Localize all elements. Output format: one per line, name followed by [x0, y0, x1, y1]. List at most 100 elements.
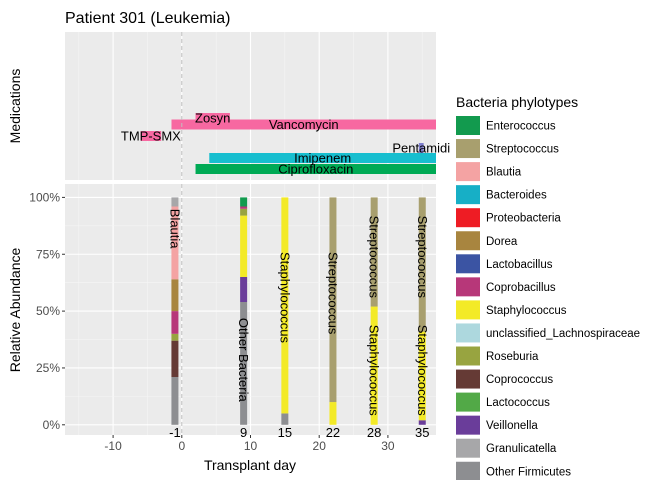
sample-day-label: 28 — [367, 425, 381, 440]
legend-swatch — [456, 392, 480, 412]
y-tick-label: 25% — [36, 361, 60, 375]
medication-bar — [195, 113, 230, 123]
legend-label: Streptococcus — [486, 144, 559, 156]
bar-label: Other Bacteria — [236, 318, 251, 403]
abundance-bars — [171, 197, 426, 425]
abundance-segment — [171, 333, 179, 341]
legend-swatch — [456, 277, 480, 297]
abundance-y-ticks: 0% 25% 50% 75% 100% — [29, 190, 65, 432]
legend-label: Staphylococcus — [486, 305, 567, 317]
medications-axis-title: Medications — [7, 69, 23, 144]
legend-label: Other Firmicutes — [486, 466, 571, 478]
legend-swatch — [456, 461, 480, 480]
abundance-segment — [240, 197, 248, 207]
bar-label: Staphylococcus — [367, 325, 382, 417]
sample-day-label: 22 — [326, 425, 340, 440]
abundance-segment — [171, 340, 179, 378]
legend-label: Enterococcus — [486, 121, 556, 133]
medication-bar — [171, 119, 437, 130]
legend-swatch — [456, 162, 480, 182]
medication-bar — [195, 164, 436, 174]
legend-label: Dorea — [486, 236, 518, 248]
abundance-segment — [418, 420, 426, 425]
sample-day-label: 9 — [240, 425, 247, 440]
chart-title: Patient 301 (Leukemia) — [65, 10, 230, 27]
medication-bar — [418, 143, 424, 153]
legend-label: Coprobacillus — [486, 282, 556, 294]
abundance-segment — [171, 197, 179, 207]
legend-swatch — [456, 185, 480, 205]
legend-label: Veillonella — [486, 420, 538, 432]
legend-swatch — [456, 415, 480, 435]
legend: Enterococcus Streptococcus Blautia Bacteroi… — [456, 116, 640, 480]
abundance-segment — [240, 215, 248, 277]
legend-label: Bacteroides — [486, 190, 547, 202]
y-tick-label: 50% — [36, 304, 60, 318]
sample-day-label: -1 — [169, 425, 181, 440]
sample-day-label: 35 — [415, 425, 429, 440]
abundance-segment — [418, 331, 426, 421]
abundance-segment — [240, 302, 248, 425]
abundance-segment — [281, 413, 289, 425]
legend-swatch — [456, 438, 480, 458]
legend-label: Granulicatella — [486, 443, 557, 455]
legend-label: Coprococcus — [486, 374, 553, 386]
legend-swatch — [456, 254, 480, 274]
sample-day-label: 15 — [278, 425, 292, 440]
x-axis-title: Transplant day — [204, 457, 296, 473]
medication-bar — [140, 131, 162, 141]
legend-swatch — [456, 139, 480, 159]
y-tick-label: 75% — [36, 247, 60, 261]
x-axis-ticks: -10 0 10 20 30 — [104, 435, 395, 453]
abundance-axis-title: Relative Abundance — [7, 248, 23, 373]
legend-swatch — [456, 346, 480, 366]
abundance-segment — [329, 197, 337, 403]
abundance-segment — [240, 206, 248, 209]
legend-title: Bacteria phylotypes — [456, 94, 578, 110]
abundance-segment — [370, 306, 378, 425]
medication-label: Zosyn — [195, 111, 230, 126]
x-tick-label: 10 — [244, 439, 258, 453]
legend-swatch — [456, 231, 480, 251]
legend-label: Blautia — [486, 167, 522, 179]
medication-label: TMP-SMX — [121, 129, 181, 144]
y-tick-label: 0% — [43, 418, 61, 432]
abundance-bar-labels: Blautia Other Bacteria Staphylococcus Strep… — [167, 209, 429, 417]
sample-day-labels: -1 9 15 22 28 35 — [169, 425, 429, 440]
abundance-segment — [240, 208, 248, 216]
legend-label: Lactococcus — [486, 397, 550, 409]
legend-swatch — [456, 369, 480, 389]
legend-swatch — [456, 208, 480, 228]
medication-label: Ciprofloxacin — [278, 162, 353, 177]
bar-label: Staphylococcus — [277, 252, 292, 344]
abundance-segment — [370, 197, 378, 307]
bar-label: Blautia — [167, 209, 182, 250]
bar-label: Streptococcus — [415, 216, 430, 299]
abundance-segment — [281, 197, 289, 414]
x-tick-label: 20 — [313, 439, 327, 453]
abundance-segment — [171, 279, 179, 312]
abundance-segment — [171, 206, 179, 280]
medication-bar — [209, 153, 436, 163]
bar-label: Staphylococcus — [415, 325, 430, 417]
legend-swatch — [456, 323, 480, 343]
legend-swatch — [456, 300, 480, 320]
y-tick-label: 100% — [29, 190, 60, 204]
x-tick-label: -10 — [104, 439, 122, 453]
bar-label: Streptococcus — [367, 216, 382, 299]
bar-label: Streptococcus — [325, 252, 340, 335]
medication-label: Vancomycin — [269, 117, 339, 132]
abundance-segment — [418, 197, 426, 332]
legend-swatch — [456, 116, 480, 135]
medication-label: Imipenem — [294, 151, 351, 166]
x-tick-label: 0 — [178, 439, 185, 453]
medication-label: Pentamidi — [392, 141, 450, 156]
abundance-segment — [171, 311, 179, 334]
legend-label: unclassified_Lachnospiraceae — [486, 328, 640, 340]
medications-bars: Zosyn Vancomycin TMP-SMX Pentamidi ImipenemC… — [121, 111, 450, 177]
x-tick-label: 30 — [381, 439, 395, 453]
legend-label: Roseburia — [486, 351, 539, 363]
abundance-segment — [240, 276, 248, 303]
legend-label: Proteobacteria — [486, 213, 561, 225]
